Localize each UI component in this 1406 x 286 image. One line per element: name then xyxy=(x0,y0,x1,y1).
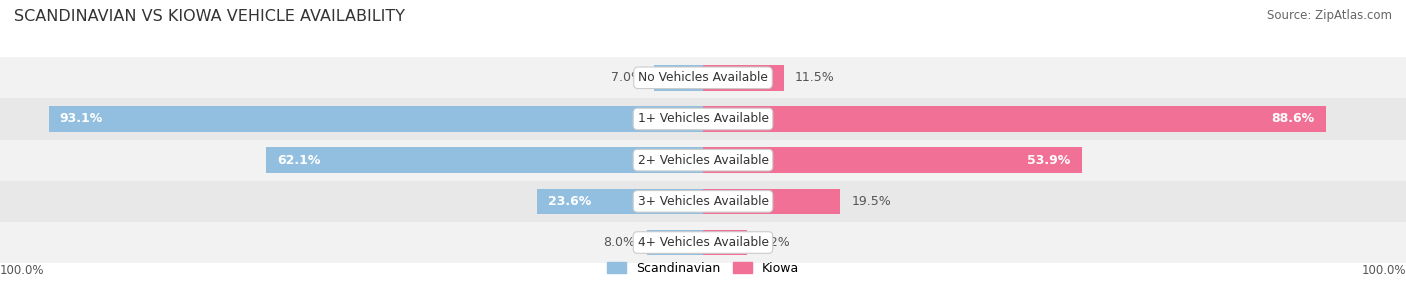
Bar xyxy=(654,65,703,91)
Text: 2+ Vehicles Available: 2+ Vehicles Available xyxy=(637,154,769,167)
Text: 1+ Vehicles Available: 1+ Vehicles Available xyxy=(637,112,769,126)
Text: 53.9%: 53.9% xyxy=(1028,154,1071,167)
FancyBboxPatch shape xyxy=(0,140,1406,181)
Text: No Vehicles Available: No Vehicles Available xyxy=(638,71,768,84)
FancyBboxPatch shape xyxy=(0,98,1406,140)
Text: 4+ Vehicles Available: 4+ Vehicles Available xyxy=(637,236,769,249)
Bar xyxy=(703,106,1326,132)
Bar xyxy=(703,188,841,214)
Text: 6.2%: 6.2% xyxy=(758,236,790,249)
Text: SCANDINAVIAN VS KIOWA VEHICLE AVAILABILITY: SCANDINAVIAN VS KIOWA VEHICLE AVAILABILI… xyxy=(14,9,405,23)
Legend: Scandinavian, Kiowa: Scandinavian, Kiowa xyxy=(602,257,804,280)
Text: 11.5%: 11.5% xyxy=(796,71,835,84)
Bar xyxy=(267,147,703,173)
Bar xyxy=(703,230,747,255)
Text: 62.1%: 62.1% xyxy=(278,154,321,167)
Text: 19.5%: 19.5% xyxy=(852,195,891,208)
FancyBboxPatch shape xyxy=(0,181,1406,222)
Bar xyxy=(647,230,703,255)
Text: 23.6%: 23.6% xyxy=(548,195,592,208)
Bar xyxy=(49,106,703,132)
Text: 100.0%: 100.0% xyxy=(1361,264,1406,277)
Text: 8.0%: 8.0% xyxy=(603,236,636,249)
Text: 7.0%: 7.0% xyxy=(610,71,643,84)
Text: 88.6%: 88.6% xyxy=(1271,112,1315,126)
Bar xyxy=(703,65,785,91)
Bar xyxy=(703,147,1083,173)
FancyBboxPatch shape xyxy=(0,222,1406,263)
Bar xyxy=(537,188,703,214)
Text: 93.1%: 93.1% xyxy=(60,112,103,126)
Text: Source: ZipAtlas.com: Source: ZipAtlas.com xyxy=(1267,9,1392,21)
Text: 100.0%: 100.0% xyxy=(0,264,45,277)
FancyBboxPatch shape xyxy=(0,57,1406,98)
Text: 3+ Vehicles Available: 3+ Vehicles Available xyxy=(637,195,769,208)
